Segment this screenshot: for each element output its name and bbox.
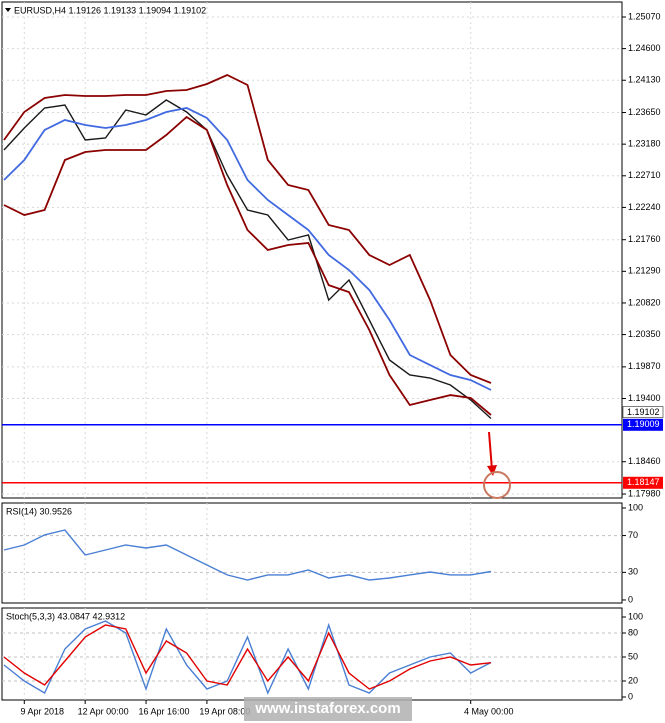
y-tick-label: 1.22710 — [628, 170, 661, 180]
arrow — [488, 431, 493, 471]
last-price-box — [622, 406, 664, 418]
y-tick-label: 1.22240 — [628, 202, 661, 212]
series-line — [3, 115, 492, 416]
target-circle — [483, 471, 511, 499]
y-tick-label: 1.21290 — [628, 266, 661, 276]
watermark: www.instaforex.com — [254, 700, 400, 717]
y-tick-label: 1.24600 — [628, 43, 661, 53]
series-line — [3, 99, 492, 420]
y-tick-label: 1.17980 — [628, 488, 661, 498]
y-tick-label: 50 — [628, 651, 638, 661]
price-label-box — [623, 476, 663, 489]
price-label: 1.19009 — [627, 419, 660, 429]
y-tick-label: 1.23650 — [628, 107, 661, 117]
y-tick-label: 1.19400 — [628, 393, 661, 403]
y-tick-label: 100 — [628, 502, 643, 512]
series-line — [3, 620, 492, 695]
price-label: 1.18147 — [627, 477, 660, 487]
y-tick-label: 1.20350 — [628, 329, 661, 339]
watermark-box — [244, 697, 412, 721]
panel — [1, 607, 623, 701]
y-tick-label: 1.24130 — [628, 75, 661, 85]
series-line — [3, 529, 492, 581]
y-tick-label: 0 — [628, 594, 633, 604]
y-tick-label: 30 — [628, 567, 638, 577]
arrow-head — [487, 465, 497, 476]
y-tick-label: 0 — [628, 691, 633, 701]
y-tick-label: 70 — [628, 530, 638, 540]
y-tick-label: 1.21760 — [628, 234, 661, 244]
y-tick-label: 20 — [628, 675, 638, 685]
x-tick-label: 4 May 00:00 — [464, 706, 514, 716]
y-tick-label: 1.19870 — [628, 361, 661, 371]
x-tick-label: 9 Apr 2018 — [21, 706, 65, 716]
last-price-label: 1.19102 — [627, 407, 660, 417]
price-label-box — [623, 418, 663, 431]
x-tick-label: 19 Apr 08:00 — [199, 706, 250, 716]
y-tick-label: 100 — [628, 611, 643, 621]
y-tick-label: 1.23180 — [628, 139, 661, 149]
title-icon — [5, 8, 11, 12]
y-tick-label: 80 — [628, 627, 638, 637]
y-tick-label: 1.20820 — [628, 297, 661, 307]
panel-title: EURUSD,H4 1.19126 1.19133 1.19094 1.1910… — [14, 5, 206, 15]
x-tick-label: 12 Apr 00:00 — [78, 706, 129, 716]
series-line — [3, 74, 492, 384]
series-line — [3, 107, 492, 391]
series-line — [3, 624, 492, 690]
y-tick-label: 1.18460 — [628, 456, 661, 466]
x-tick-label: 16 Apr 16:00 — [139, 706, 190, 716]
y-tick-label: 1.25070 — [628, 11, 661, 21]
panel — [1, 502, 623, 604]
panel-title: Stoch(5,3,3) 43.0847 42.9312 — [6, 611, 125, 621]
panel-title: RSI(14) 30.9526 — [6, 506, 72, 516]
